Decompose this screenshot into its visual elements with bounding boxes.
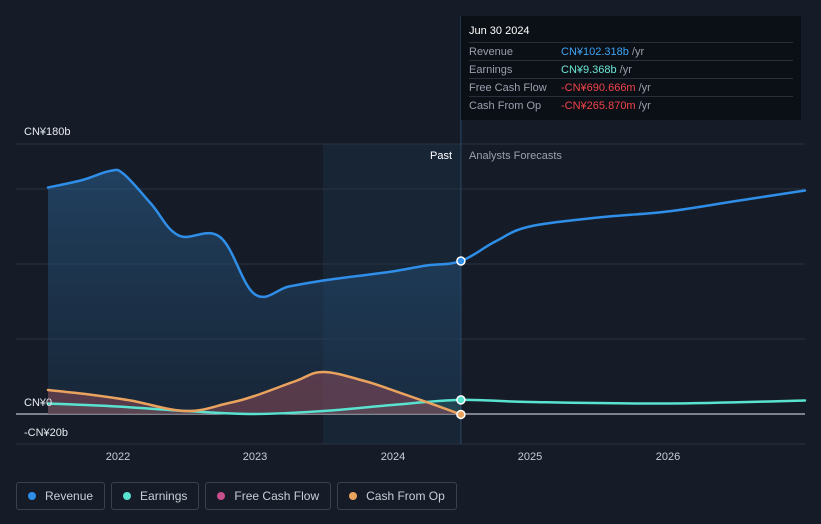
legend-item-earnings[interactable]: Earnings: [111, 482, 200, 510]
tooltip-label: Revenue: [469, 45, 514, 58]
series-markers: [456, 256, 466, 420]
series-areas: [48, 169, 461, 415]
tooltip-label: Cash From Op: [469, 99, 542, 112]
tooltip-panel: Jun 30 2024 Revenue CN¥102.318b /yr Earn…: [461, 16, 801, 120]
legend-item-free-cash-flow[interactable]: Free Cash Flow: [205, 482, 332, 510]
tooltip-value: -CN¥690.666m: [561, 81, 636, 94]
tooltip-value: -CN¥265.870m: [561, 99, 636, 112]
tooltip-row-revenue: Revenue CN¥102.318b /yr: [469, 42, 793, 60]
earnings-marker: [456, 395, 466, 405]
cash-from-op-line: [46, 370, 463, 416]
legend-item-cash-from-op[interactable]: Cash From Op: [337, 482, 457, 510]
x-tick-label-2022: 2022: [105, 451, 131, 463]
tooltip-row-earnings: Earnings CN¥9.368b /yr: [469, 60, 793, 78]
legend-dot-icon: [349, 492, 358, 500]
y-tick-label-top: CN¥180b: [24, 126, 71, 138]
earnings-line: [46, 398, 807, 416]
tooltip-row-free-cash-flow: Free Cash Flow -CN¥690.666m /yr: [469, 78, 793, 96]
tooltip-unit: /yr: [638, 99, 651, 112]
legend-dot-icon: [123, 492, 132, 500]
x-tick-label-2025: 2025: [517, 451, 543, 463]
forecast-label: Analysts Forecasts: [469, 150, 562, 162]
tooltip-label: Earnings: [469, 63, 513, 76]
tooltip-row-cash-from-op: Cash From Op -CN¥265.870m /yr: [469, 96, 793, 114]
x-tick-label-2024: 2024: [380, 451, 406, 463]
revenue-marker: [456, 256, 466, 266]
legend-dot-icon: [28, 492, 36, 500]
past-label: Past: [430, 150, 453, 162]
series-lines: [46, 168, 807, 416]
tooltip-unit: /yr: [631, 45, 645, 58]
cash-from-op-marker: [456, 409, 466, 420]
tooltip-label: Free Cash Flow: [469, 81, 547, 94]
x-tick-label-2026: 2026: [655, 451, 681, 463]
tooltip-unit: /yr: [619, 63, 632, 76]
legend-dot-icon: [217, 492, 226, 500]
y-tick-label-zero: CN¥0: [24, 397, 53, 409]
legend-label: Earnings: [140, 489, 188, 503]
cash-from-op-area: [48, 372, 461, 415]
tooltip-value: CN¥102.318b: [561, 45, 629, 58]
legend-label: Free Cash Flow: [234, 489, 320, 503]
x-tick-label-2023: 2023: [242, 451, 268, 463]
legend-label: Revenue: [45, 489, 94, 503]
legend: Revenue Earnings Free Cash Flow Cash Fro…: [16, 482, 457, 510]
tooltip-unit: /yr: [638, 81, 651, 94]
tooltip-date: Jun 30 2024: [469, 25, 530, 37]
tooltip-value: CN¥9.368b: [561, 63, 617, 76]
legend-label: Cash From Op: [366, 489, 445, 503]
revenue-line: [46, 168, 807, 299]
revenue-area: [48, 169, 461, 414]
y-tick-label-bottom: -CN¥20b: [24, 427, 69, 439]
legend-item-revenue[interactable]: Revenue: [16, 482, 106, 510]
